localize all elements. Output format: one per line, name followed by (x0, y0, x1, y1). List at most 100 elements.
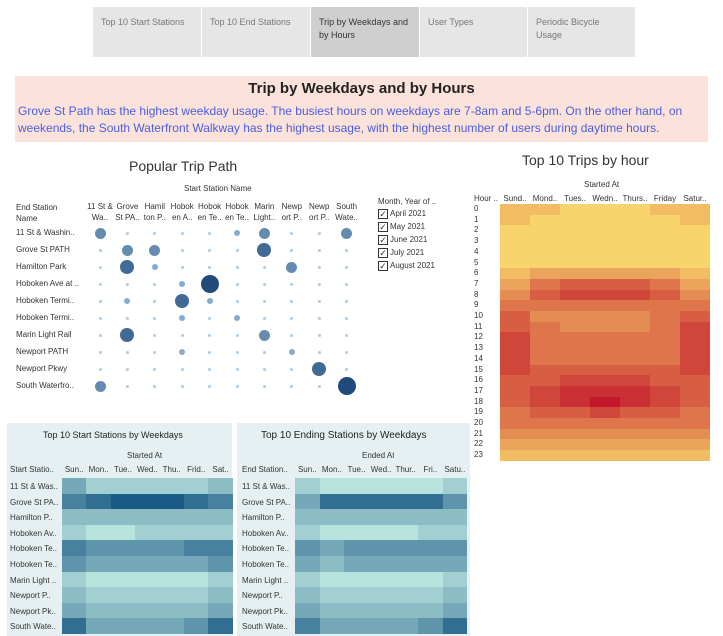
heat-cell (680, 257, 710, 269)
start_heatmap-cell (159, 478, 184, 494)
bubble-mark (286, 261, 298, 273)
month-filter-item[interactable]: ✓ May 2021 (378, 220, 453, 233)
bubble-mark (153, 299, 157, 303)
bubble-col-label: Hamil ton P.. (143, 202, 166, 222)
heat-cell (560, 268, 590, 280)
heat-cell (620, 332, 650, 344)
heat-cell (650, 278, 680, 291)
end_heatmap-col-label: Tue.. (347, 465, 366, 474)
heat-cell (650, 407, 680, 419)
heat-cell (530, 204, 560, 216)
heat-cell (590, 343, 620, 355)
hour-col-label: Wedn.. (592, 194, 618, 203)
bubble-mark (98, 299, 102, 303)
month-filter-item[interactable]: ✓ June 2021 (378, 233, 453, 246)
end_heatmap-cell (344, 618, 369, 635)
heat-cell (590, 385, 620, 398)
bubble-mark (175, 294, 190, 308)
heat-cell (650, 375, 680, 387)
heat-cell (590, 396, 620, 408)
bubble-mark (125, 316, 129, 320)
heat-cell (500, 278, 530, 291)
heat-cell (500, 257, 530, 269)
heat-cell (500, 289, 530, 301)
start_heatmap-cell (208, 524, 233, 541)
start_heatmap-cell (208, 556, 233, 572)
checkbox-icon[interactable]: ✓ (378, 247, 388, 258)
heat-cell (680, 332, 710, 344)
end-heatmap-col-header: Ended At (362, 451, 395, 460)
tab-user-types[interactable]: User Types (420, 7, 527, 57)
checkbox-icon[interactable]: ✓ (378, 234, 388, 245)
bubble-row-label: South Waterfro.. (16, 381, 74, 390)
checkbox-icon[interactable]: ✓ (378, 208, 388, 219)
end_heatmap-cell (393, 618, 418, 635)
start_heatmap-col-label: Frid.. (187, 465, 206, 474)
bubble-mark (345, 299, 349, 303)
start_heatmap-cell (184, 618, 209, 635)
heat-cell (530, 214, 560, 226)
heat-cell (680, 428, 710, 440)
month-filter-item[interactable]: ✓ April 2021 (378, 207, 453, 220)
heat-cell (500, 311, 530, 323)
hour-col-label: Satur.. (683, 194, 707, 203)
bubble-mark (121, 244, 133, 256)
end_heatmap-cell (295, 524, 320, 541)
heat-cell (620, 364, 650, 376)
bubble-mark (234, 315, 240, 321)
start_heatmap-cell (135, 540, 160, 557)
bubble-mark (153, 350, 157, 354)
start_heatmap-cell (184, 524, 209, 541)
bubble-col-label: Marin Light.. (253, 202, 276, 222)
end_heatmap-cell (418, 478, 443, 494)
hour-heatmap-title: Top 10 Trips by hour (522, 152, 649, 168)
hour-row-label: 4 (474, 246, 479, 256)
bubble-row-label: Newport PATH (16, 347, 69, 356)
bubble-row-label: 11 St & Washin.. (16, 228, 75, 237)
month-filter-item[interactable]: ✓ July 2021 (378, 246, 453, 259)
tab-top-end-stations[interactable]: Top 10 End Stations (202, 7, 310, 57)
heat-cell (530, 246, 560, 258)
bubble-mark (317, 248, 321, 252)
tab-trip-weekdays-hours[interactable]: Trip by Weekdays and by Hours (311, 7, 419, 57)
heat-cell (680, 450, 710, 462)
heat-cell (530, 375, 560, 387)
tab-periodic-usage[interactable]: Periodic Bicycle Usage (528, 7, 635, 57)
heat-cell (500, 364, 530, 376)
start_heatmap-cell (208, 618, 233, 635)
bubble-title: Popular Trip Path (129, 158, 238, 174)
end_heatmap-cell (418, 524, 443, 541)
heat-cell (680, 343, 710, 355)
heat-cell (530, 418, 560, 430)
end_heatmap-cell (344, 587, 369, 604)
heat-cell (560, 300, 590, 312)
heat-cell (530, 332, 560, 344)
bubble-mark (94, 227, 106, 239)
heat-cell (500, 332, 530, 344)
bubble-mark (262, 316, 266, 320)
heat-cell (620, 343, 650, 355)
end_heatmap-cell (295, 493, 320, 510)
checkbox-icon[interactable]: ✓ (378, 260, 388, 271)
bubble-mark (258, 227, 270, 239)
checkbox-icon[interactable]: ✓ (378, 221, 388, 232)
start_heatmap-cell (62, 509, 87, 526)
heat-cell (680, 289, 710, 301)
month-filter-item[interactable]: ✓ August 2021 (378, 259, 453, 272)
bubble-mark (208, 316, 212, 320)
heat-cell (680, 311, 710, 323)
bubble-mark (345, 282, 349, 286)
bubble-mark (262, 384, 266, 388)
tab-top-start-stations[interactable]: Top 10 Start Stations (93, 7, 201, 57)
heat-cell (530, 353, 560, 365)
bubble-mark (257, 243, 272, 257)
bubble-row-label: Hoboken Termi.. (16, 313, 75, 322)
heat-cell (500, 450, 530, 462)
end_heatmap-cell (442, 478, 468, 494)
start_heatmap-cell (86, 587, 111, 604)
heat-cell (560, 396, 590, 408)
heat-cell (530, 268, 560, 280)
start_heatmap-row-label: Marin Light .. (10, 575, 57, 585)
bubble-mark (180, 248, 184, 252)
bubble-mark (345, 367, 349, 371)
